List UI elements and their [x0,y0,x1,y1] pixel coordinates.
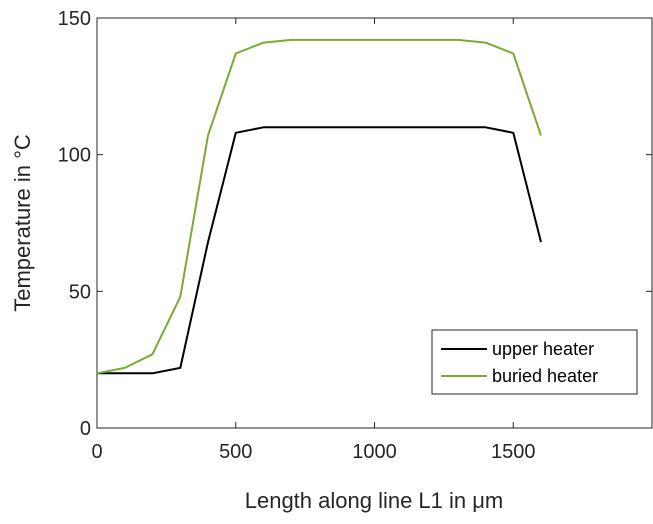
legend: upper heater buried heater [431,329,638,395]
x-tick-label: 500 [219,441,252,463]
legend-label-upper-heater: upper heater [492,339,594,359]
x-tick-label: 1500 [491,441,536,463]
legend-box [431,329,638,395]
series-line-buried-heater [96,38,542,375]
y-axis-label: Temperature in °C [10,134,35,312]
y-tick-label: 100 [58,145,91,167]
x-tick-label: 0 [91,441,102,463]
series-line-upper-heater [97,126,542,375]
x-tick-label: 1000 [352,441,397,463]
series-layer [96,38,542,375]
y-tick-label: 0 [80,418,91,440]
x-axis-label: Length along line L1 in μm [245,488,504,513]
tick-layer: 0 500 1000 1500 0 50 100 150 [58,8,652,463]
y-tick-label: 50 [69,281,91,303]
y-tick-label: 150 [58,8,91,30]
legend-label-buried-heater: buried heater [492,366,598,386]
